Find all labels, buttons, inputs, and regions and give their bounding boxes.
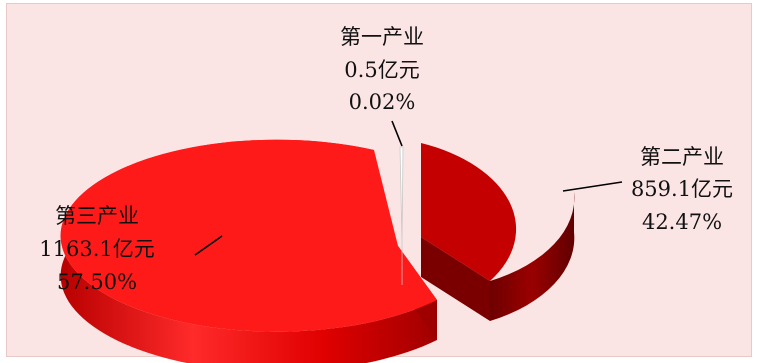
slice-first-industry [399,146,404,285]
leader-line-second-industry [562,181,623,192]
slice-third-industry-top [60,139,438,332]
label-first-industry-percent: 0.02% [349,90,416,114]
label-second-industry-percent: 42.47% [642,210,722,234]
label-third-industry-percent: 57.50% [57,270,137,294]
leader-line-first-industry [391,120,403,147]
slice-second-industry-top [421,143,517,281]
slice-second-industry-side [490,192,575,321]
label-third-industry-name: 第三产业 [55,204,139,228]
slice-second-industry [421,143,575,321]
slice-third-industry [60,139,438,363]
label-first-industry-name: 第一产业 [340,25,424,49]
label-first-industry: 第一产业 0.5亿元 0.02% [340,25,424,114]
slice-second-industry-cut [421,237,490,321]
label-second-industry: 第二产业 859.1亿元 42.47% [631,145,733,234]
label-second-industry-name: 第二产业 [640,145,724,169]
label-third-industry-value: 1163.1亿元 [39,237,154,261]
leader-line-third-industry [194,235,223,256]
label-second-industry-value: 859.1亿元 [631,177,733,201]
label-first-industry-value: 0.5亿元 [344,58,419,82]
label-third-industry: 第三产业 1163.1亿元 57.50% [39,204,154,294]
slice-first-industry-top [399,146,404,242]
